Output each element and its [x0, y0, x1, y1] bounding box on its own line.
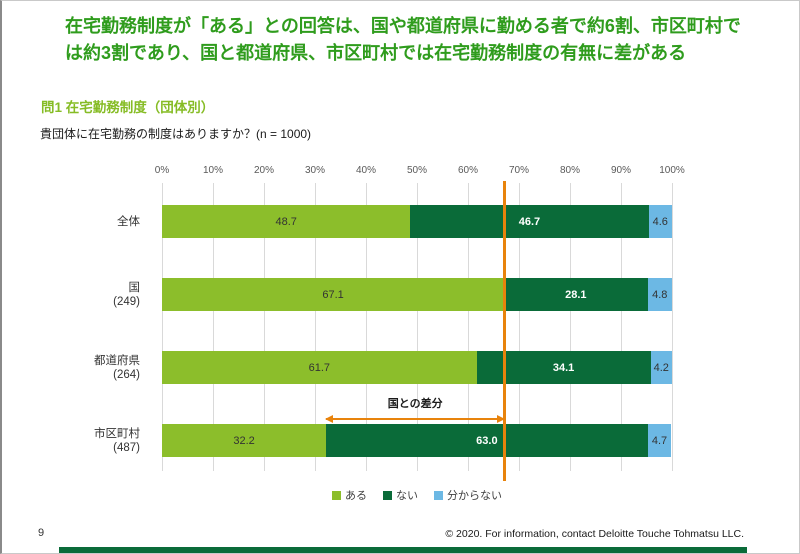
annotation-arrow [325, 415, 506, 423]
legend-item-分からない: 分からない [434, 487, 502, 503]
legend-item-ない: ない [383, 487, 418, 503]
x-axis-tick-label: 90% [610, 165, 632, 176]
annotation-label: 国との差分 [387, 398, 443, 410]
footer-accent-bar [59, 547, 747, 553]
question-text: 貴団体に在宅勤務の制度はありますか？(n = 1000) [40, 127, 312, 141]
gridline [468, 183, 469, 471]
x-axis-tick-label: 10% [202, 165, 224, 176]
bar-value-label: 4.8 [652, 288, 668, 301]
x-axis-tick-label: 30% [304, 165, 326, 176]
category-label: 全体 [117, 215, 140, 228]
bar-value-label: 4.6 [652, 215, 668, 228]
bar-value-label: 67.1 [322, 288, 344, 301]
gridline [162, 183, 163, 471]
slide-title-line2: は約3割であり、国と都道府県、市区町村では在宅勤務制度の有無に差がある [65, 43, 687, 63]
bar-segment-分からない: 4.8 [647, 278, 672, 311]
bar-value-label: 46.7 [518, 215, 541, 228]
x-axis-tick-label: 60% [457, 165, 479, 176]
gridline [366, 183, 367, 471]
gridline [519, 183, 520, 471]
bar-value-label: 48.7 [275, 215, 297, 228]
stacked-bar-chart: 0% 10% 20% 30% 40% 50% 60% 70% 80% 90% 100% 48.7 46.… [155, 163, 685, 508]
x-axis-tick-label: 40% [355, 165, 377, 176]
x-axis-tick-label: 100% [659, 165, 685, 176]
gridline [672, 183, 673, 471]
category-label: 都道府県 (264) [94, 354, 140, 381]
bar-value-label: 61.7 [308, 361, 331, 374]
x-axis-tick-label: 0% [154, 165, 170, 176]
bar-value-label: 28.1 [565, 288, 587, 301]
gridline [570, 183, 571, 471]
reference-line [503, 181, 507, 481]
bar-segment-分からない: 4.6 [648, 205, 672, 238]
bar-segment-ある: 67.1 [162, 278, 505, 311]
slide-title: 在宅勤務制度が「ある」との回答は、国や都道府県に勤める者で約6割、市区町村で は… [65, 13, 775, 67]
bar-segment-ある: 61.7 [162, 351, 477, 384]
bar-row: 61.7 34.1 4.2 [162, 351, 672, 384]
bar-row: 67.1 28.1 4.8 [162, 278, 672, 311]
legend-item-ある: ある [332, 487, 367, 503]
legend-swatch [332, 490, 341, 500]
bar-segment-ある: 32.2 [162, 424, 327, 457]
bar-value-label: 34.1 [552, 361, 575, 374]
gridline [213, 183, 214, 471]
bar-row: 48.7 46.7 4.6 [162, 205, 672, 238]
x-axis-tick-label: 70% [508, 165, 530, 176]
gridline [417, 183, 418, 471]
chart-category-labels: 全体国 (249) 都道府県 (264) 市区町村 (487) [2, 163, 150, 493]
bar-value-label: 63.0 [476, 434, 498, 447]
x-axis-tick-label: 20% [253, 165, 275, 176]
arrowhead-right [497, 415, 506, 423]
x-axis-tick-label: 50% [406, 165, 428, 176]
gridline [264, 183, 265, 471]
gridline [315, 183, 316, 471]
gridline [621, 183, 622, 471]
bar-segment-ない: 46.7 [410, 205, 649, 238]
legend-swatch [383, 490, 392, 500]
bar-segment-分からない: 4.2 [650, 351, 672, 384]
legend-label: ある [345, 490, 367, 502]
x-axis-tick-label: 80% [559, 165, 581, 176]
bar-segment-ある: 48.7 [162, 205, 411, 238]
bar-segment-ない: 63.0 [326, 424, 648, 457]
legend-label: 分からない [447, 490, 502, 502]
bar-value-label: 4.7 [651, 434, 668, 447]
bar-segment-ない: 28.1 [504, 278, 648, 311]
page-number: 9 [38, 527, 45, 539]
arrowhead-left [325, 415, 334, 423]
bar-value-label: 32.2 [233, 434, 255, 447]
chart-legend: ある ない 分からない [162, 487, 672, 503]
slide-title-line1: 在宅勤務制度が「ある」との回答は、国や都道府県に勤める者で約6割、市区町村で [65, 16, 741, 36]
question-heading: 問1 在宅勤務制度（団体別） [41, 100, 215, 115]
category-label: 市区町村 (487) [94, 427, 140, 454]
bar-value-label: 4.2 [653, 361, 669, 374]
copyright-text: © 2020. For information, contact Deloitt… [445, 528, 744, 540]
legend-label: ない [396, 490, 418, 502]
legend-swatch [434, 490, 443, 500]
bar-segment-分からない: 4.7 [647, 424, 672, 457]
bar-row: 32.2 63.0 4.7 [162, 424, 672, 457]
category-label: 国 (249) [113, 281, 140, 308]
